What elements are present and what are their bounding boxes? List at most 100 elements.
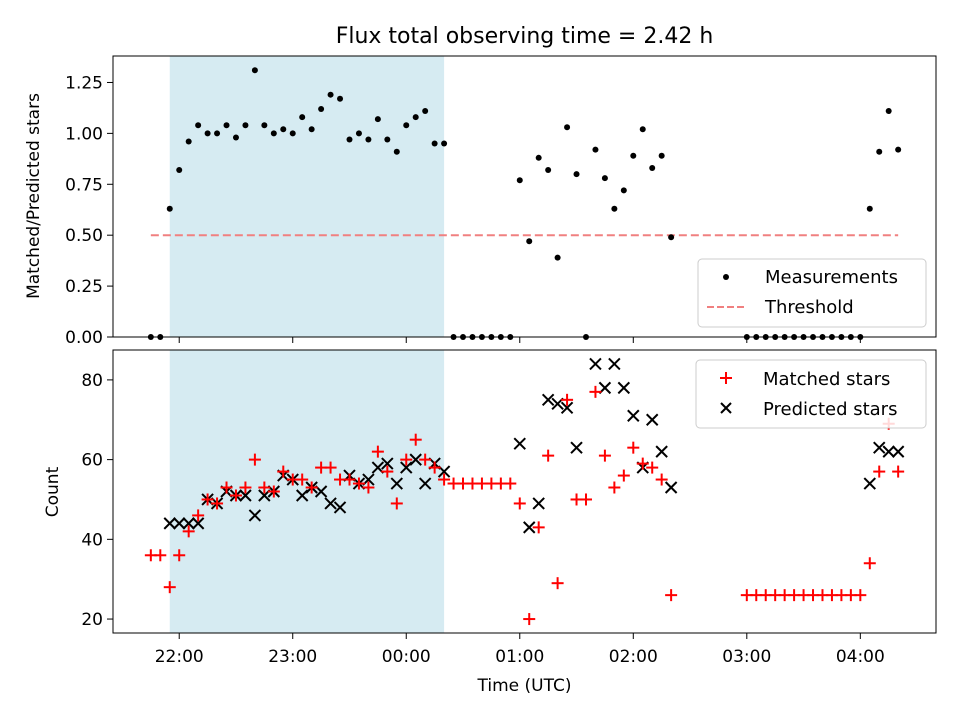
y-tick-label: 60 — [81, 451, 103, 471]
predicted-stroke — [390, 477, 404, 490]
measurement-point — [649, 164, 656, 171]
matched-star-point — [532, 521, 545, 534]
legend-measurements-label: Measurements — [765, 267, 898, 288]
predicted-star-point — [882, 445, 895, 458]
matched-star-point — [598, 449, 611, 462]
matched-star-point — [154, 549, 167, 562]
flux-ratio-panel: Flux total observing time = 2.42 h 0.000… — [24, 24, 937, 348]
measurement-point — [866, 205, 873, 212]
predicted-stroke — [570, 441, 583, 454]
top-legend: Measurements Threshold — [697, 258, 927, 328]
legend-predicted-marker — [720, 402, 732, 414]
predicted-star-point — [645, 413, 659, 426]
predicted-star-point — [532, 497, 545, 510]
measurement-point — [526, 238, 533, 245]
star-count-panel: 20 40 60 80 22:00 23:00 00:00 01:00 02:00 03:00 0… — [43, 337, 937, 696]
matched-star-point — [419, 453, 432, 466]
top-legend-box — [697, 258, 927, 328]
measurement-point — [355, 130, 362, 137]
predicted-stroke — [191, 517, 205, 530]
measurement-point — [393, 148, 400, 155]
predicted-stroke — [409, 453, 422, 466]
measurement-point — [630, 152, 637, 159]
measurement-point — [384, 136, 391, 143]
x-tick-label: 03:00 — [722, 647, 771, 667]
matched-star-point — [438, 473, 451, 486]
bottom-y-axis: 20 40 60 80 — [81, 371, 113, 630]
bottom-plot-frame — [112, 349, 937, 634]
bottom-legend-box — [695, 359, 927, 429]
measurement-point — [412, 114, 419, 121]
predicted-star-point — [163, 517, 176, 530]
measurement-point — [885, 107, 892, 114]
matched-star-point — [655, 473, 668, 486]
y-tick-label: 80 — [81, 371, 103, 391]
matched-star-point — [248, 453, 261, 466]
predicted-star-point — [333, 501, 347, 514]
predicted-stroke — [608, 357, 621, 371]
measurement-point — [176, 167, 183, 174]
predicted-stroke — [371, 461, 385, 474]
matched-star-point — [636, 457, 649, 470]
measurement-point — [232, 134, 239, 141]
predicted-stroke — [437, 465, 451, 478]
predicted-stroke — [891, 445, 905, 458]
measurement-point — [895, 146, 902, 153]
matched-star-point — [381, 465, 394, 478]
predicted-stroke — [314, 485, 328, 498]
matched-star-point — [362, 481, 375, 494]
measurement-point — [337, 95, 344, 102]
matched-star-point — [211, 497, 224, 510]
top-plot-frame — [112, 55, 937, 338]
measurement-point — [441, 140, 448, 147]
measurement-point — [564, 124, 571, 131]
measurement-point — [223, 122, 230, 129]
matched-star-point — [551, 577, 564, 590]
predicted-stroke — [873, 441, 886, 454]
measurement-point — [545, 167, 552, 174]
matched-star-point — [352, 477, 365, 490]
legend-matched-marker — [720, 372, 732, 384]
measurement-point — [280, 126, 287, 133]
measurement-point — [554, 254, 561, 261]
measurement-point — [251, 67, 258, 74]
measurement-point — [318, 105, 325, 112]
predicted-star-point — [390, 477, 404, 490]
measurement-point — [516, 177, 523, 184]
measurement-point — [611, 205, 618, 212]
matched-star-point — [523, 613, 536, 626]
measurement-point — [639, 126, 646, 133]
matched-star-point — [163, 581, 176, 594]
matched-star-point — [579, 493, 592, 506]
y-tick-label: 0.25 — [65, 277, 103, 297]
x-axis-label: Time (UTC) — [477, 676, 572, 696]
measurement-point — [422, 107, 429, 114]
predicted-star-point — [541, 393, 555, 407]
x-tick-label: 04:00 — [836, 647, 885, 667]
predicted-star-point — [381, 457, 394, 470]
predicted-star-point — [608, 357, 621, 371]
matched-star-point — [665, 589, 678, 602]
x-tick-label: 00:00 — [382, 647, 431, 667]
measurement-point — [289, 130, 296, 137]
matched-star-point — [646, 461, 659, 474]
bottom-y-axis-label: Count — [43, 466, 63, 517]
predicted-stroke — [173, 517, 186, 530]
matched-star-point — [608, 481, 621, 494]
chart-title: Flux total observing time = 2.42 h — [336, 24, 714, 49]
matched-star-point — [390, 497, 403, 510]
legend-threshold-label: Threshold — [764, 297, 854, 318]
predicted-star-point — [570, 441, 583, 454]
predicted-stroke — [655, 445, 668, 458]
predicted-stroke — [664, 481, 678, 494]
predicted-star-point — [248, 509, 262, 522]
predicted-stroke — [523, 521, 536, 534]
measurement-point — [592, 146, 599, 153]
measurement-point — [185, 138, 192, 145]
y-tick-label: 20 — [81, 610, 103, 630]
measurement-point — [195, 122, 202, 129]
observing-time-span — [169, 56, 445, 337]
legend-matched-label: Matched stars — [763, 369, 890, 390]
measurement-point — [308, 126, 315, 133]
